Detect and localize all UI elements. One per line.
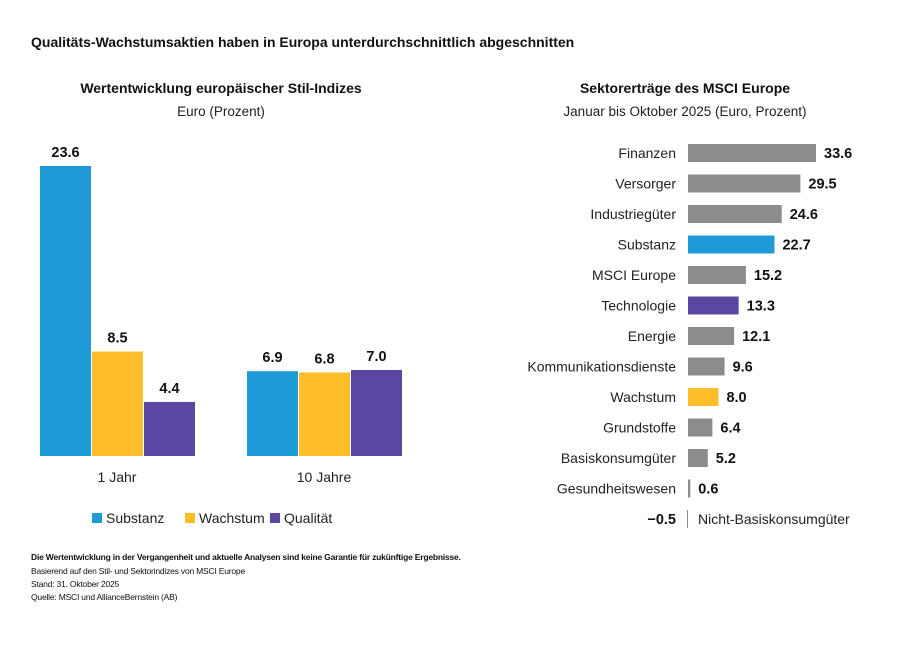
date-note: Stand: 31. Oktober 2025: [31, 579, 120, 589]
bar-qualität: [351, 369, 402, 456]
data-label: 4.4: [159, 381, 179, 397]
category-label: Grundstoffe: [603, 420, 676, 436]
right-chart-subtitle: Januar bis Oktober 2025 (Euro, Prozent): [563, 104, 806, 119]
data-label: 29.5: [808, 177, 836, 193]
data-label: 8.0: [726, 390, 746, 406]
data-label: 7.0: [366, 349, 386, 365]
sector-bar: [687, 510, 688, 528]
category-label: Technologie: [601, 298, 676, 314]
category-label: Substanz: [618, 237, 676, 253]
category-label: Gesundheitswesen: [557, 481, 676, 497]
disclaimer: Die Wertentwicklung in der Vergangenheit…: [31, 552, 461, 562]
main-title: Qualitäts-Wachstumsaktien haben in Europ…: [31, 34, 574, 50]
x-tick-label: 10 Jahre: [297, 469, 352, 485]
sector-bar: [688, 388, 719, 406]
bar-substanz: [247, 371, 298, 456]
category-label: Energie: [628, 328, 676, 344]
category-label: Finanzen: [618, 145, 676, 161]
legend-label: Wachstum: [199, 510, 265, 526]
right-chart-title: Sektorerträge des MSCI Europe: [580, 80, 790, 96]
sector-bar: [688, 266, 746, 284]
legend-swatch: [185, 513, 195, 523]
data-label: 5.2: [716, 451, 736, 467]
sector-bar: [688, 235, 775, 254]
basis-note: Basierend auf den Stil- und Sektorindize…: [31, 566, 245, 576]
data-label: −0.5: [647, 512, 676, 528]
left-chart-subtitle: Euro (Prozent): [177, 104, 265, 119]
category-label: Versorger: [615, 176, 676, 192]
data-label: 15.2: [754, 268, 782, 284]
bar-wachstum: [92, 351, 143, 456]
data-label: 23.6: [51, 145, 79, 161]
category-label: Wachstum: [610, 389, 676, 405]
data-label: 24.6: [790, 207, 818, 223]
category-label: Kommunikationsdienste: [527, 359, 676, 375]
data-label: 22.7: [782, 238, 810, 254]
x-tick-label: 1 Jahr: [98, 469, 137, 485]
sector-bar: [688, 357, 725, 376]
category-label: MSCI Europe: [592, 267, 676, 283]
data-label: 9.6: [733, 360, 753, 376]
data-label: 33.6: [824, 146, 852, 162]
legend-swatch: [92, 513, 102, 523]
bar-substanz: [40, 166, 91, 456]
sector-bar: [688, 418, 713, 437]
source-note: Quelle: MSCI und AllianceBernstein (AB): [31, 592, 178, 602]
legend-label: Qualität: [284, 510, 332, 526]
data-label: 13.3: [747, 299, 775, 315]
data-label: 6.9: [262, 350, 282, 366]
data-label: 8.5: [107, 331, 127, 347]
sector-bar: [688, 327, 735, 345]
sector-bar: [688, 479, 691, 498]
category-label: Basiskonsumgüter: [561, 450, 677, 466]
data-label: 6.8: [314, 351, 334, 367]
sector-bar: [688, 449, 708, 467]
category-label: Industriegüter: [590, 206, 676, 222]
data-label: 12.1: [742, 329, 770, 345]
sector-bar: [688, 174, 801, 193]
bar-qualität: [144, 401, 195, 456]
legend-label: Substanz: [106, 510, 164, 526]
sector-bar: [688, 144, 816, 162]
data-label: 0.6: [698, 482, 718, 498]
data-label: 6.4: [720, 421, 740, 437]
legend-swatch: [270, 513, 280, 523]
bar-wachstum: [299, 372, 350, 456]
category-label: Nicht-Basiskonsumgüter: [698, 511, 850, 527]
left-chart-title: Wertentwicklung europäischer Stil-Indize…: [80, 80, 362, 96]
sector-bar: [688, 205, 782, 223]
sector-bar: [688, 296, 739, 315]
